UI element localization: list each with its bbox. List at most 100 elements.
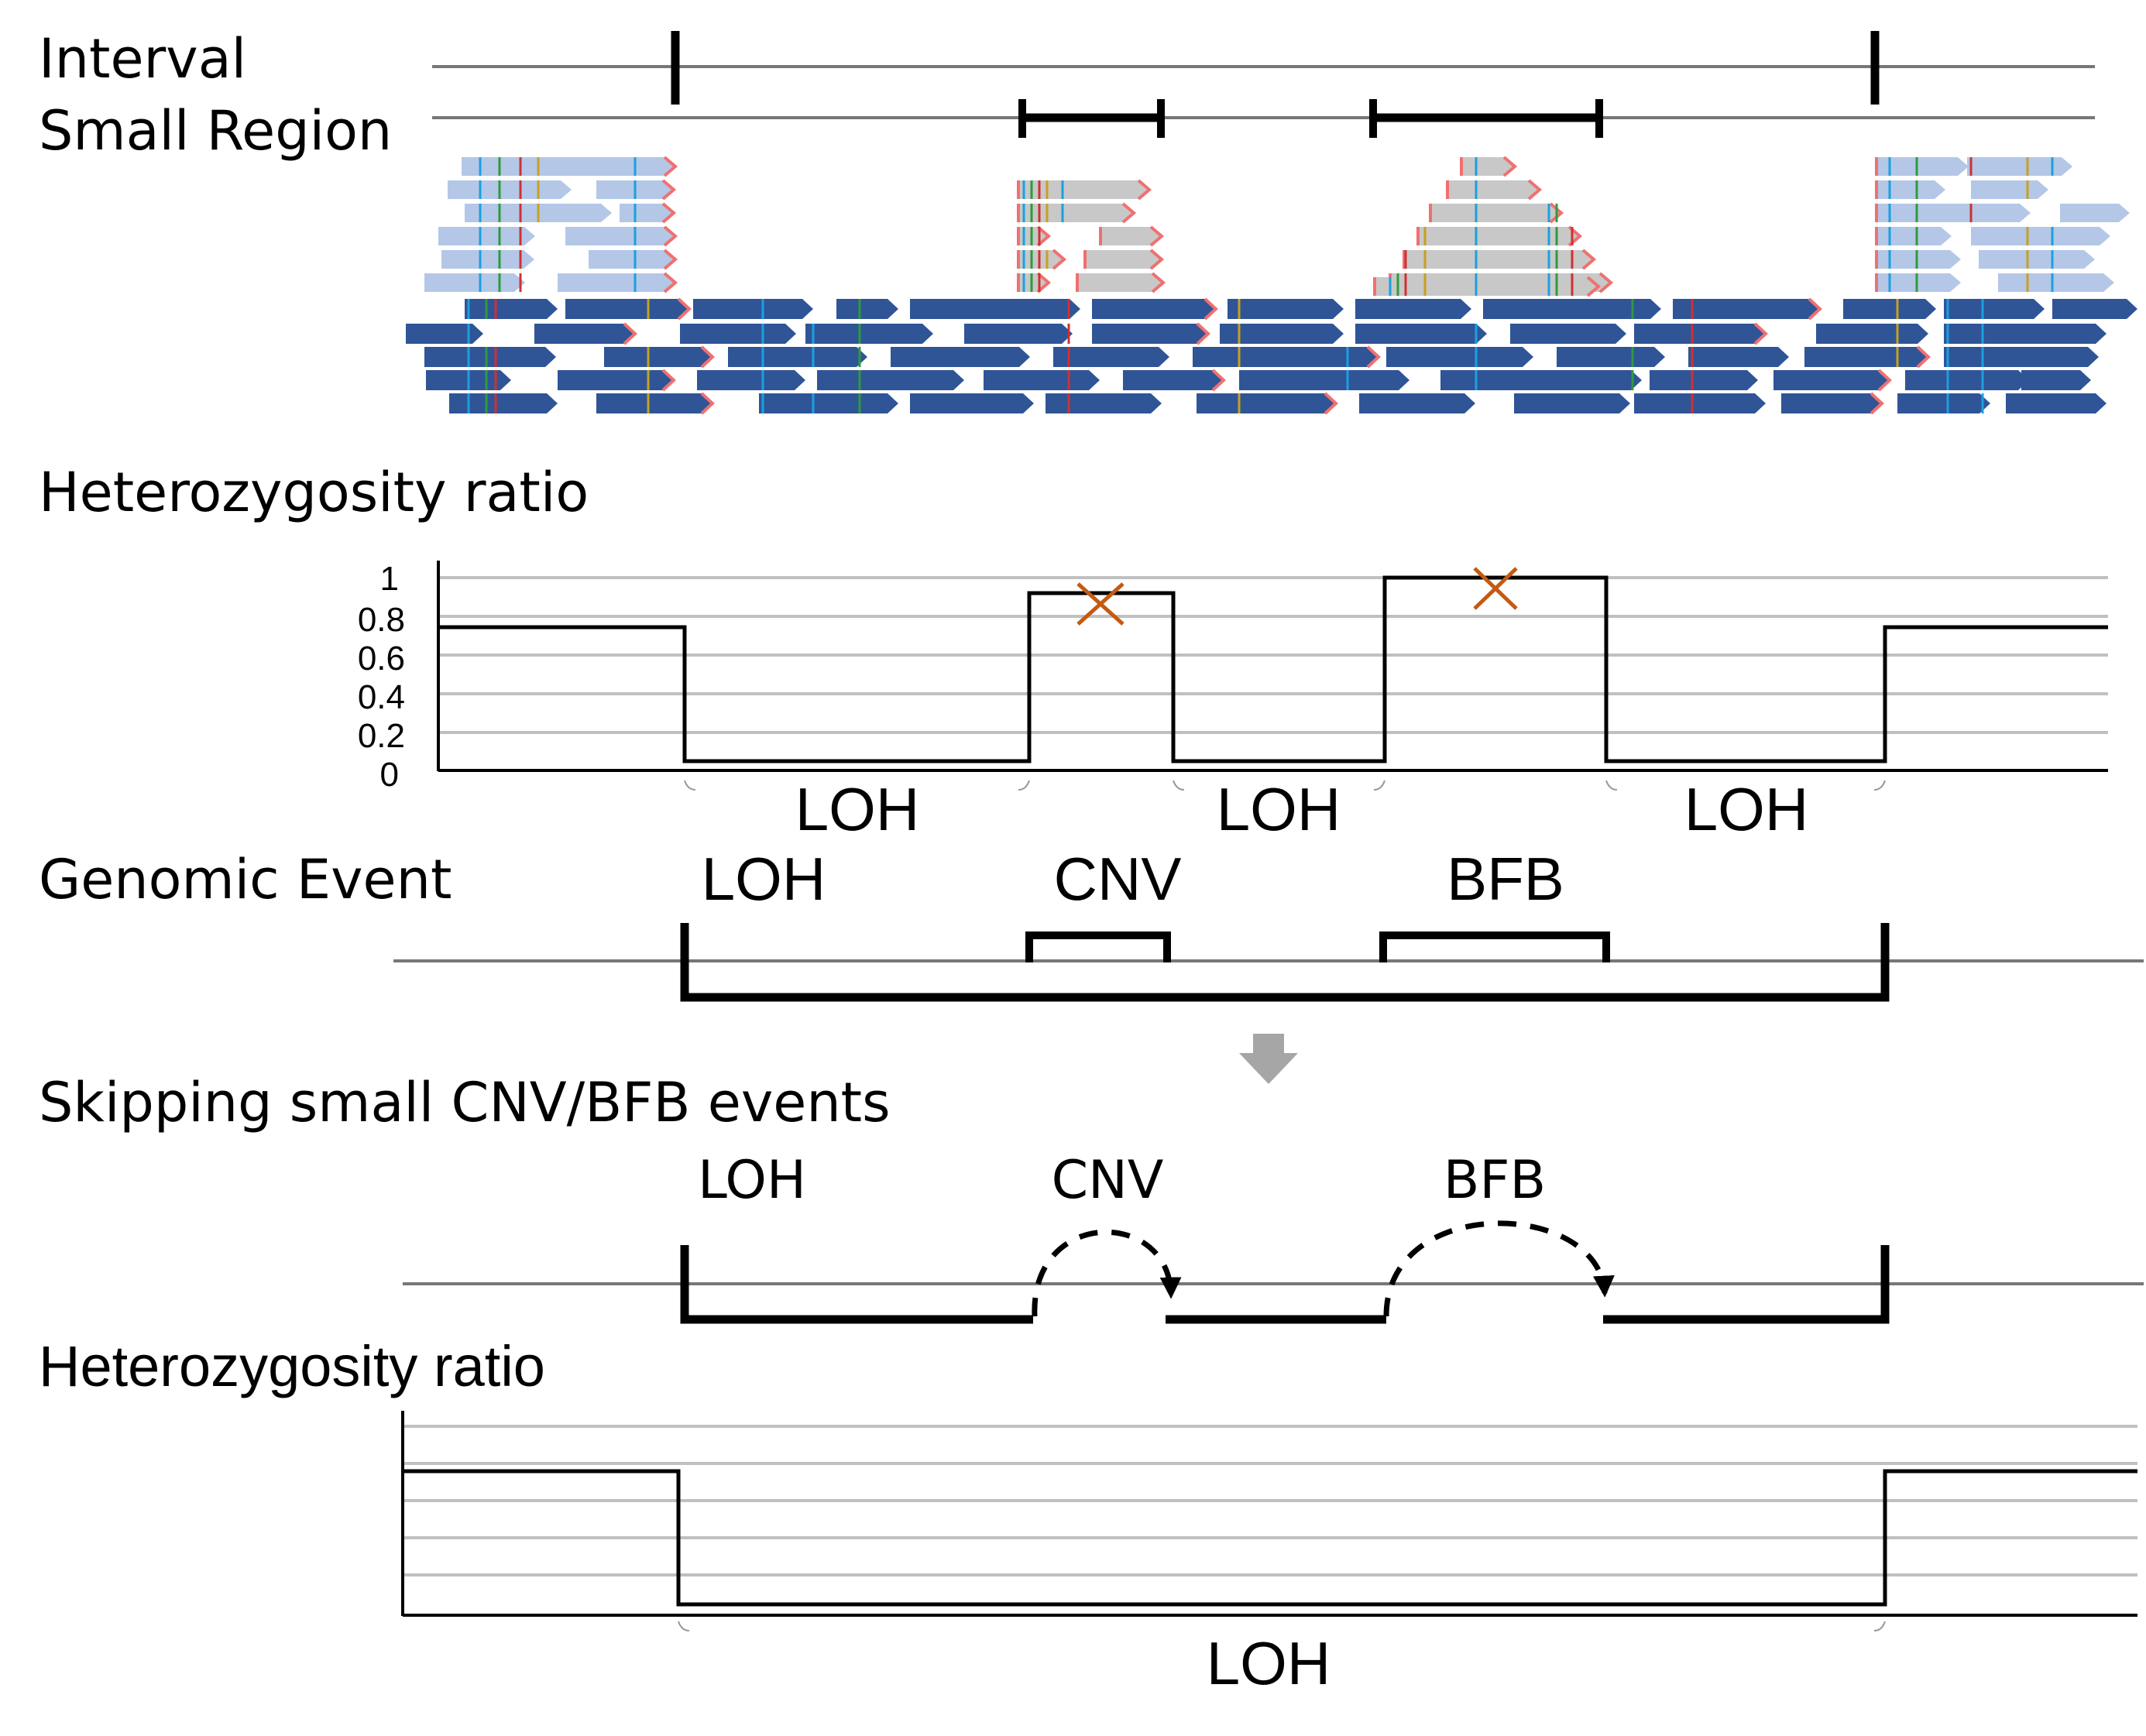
read (534, 324, 635, 344)
read (558, 273, 675, 292)
read (1483, 299, 1661, 319)
read (596, 393, 712, 413)
het-ratio-line-1 (438, 575, 2108, 763)
read (589, 250, 675, 269)
read (1876, 273, 1961, 292)
read (1374, 277, 1598, 296)
read (406, 324, 483, 344)
read (2021, 370, 2091, 390)
read (424, 273, 525, 292)
read (1018, 273, 1049, 292)
read (1781, 393, 1882, 413)
read (1944, 324, 2107, 344)
bfb-skip-label: BFB (1444, 1150, 1546, 1211)
read (817, 370, 964, 390)
soft-clip (623, 322, 637, 345)
loh-braces-2 (678, 1621, 1886, 1631)
cnv-event-bracket (1025, 931, 1171, 962)
read (1197, 393, 1336, 413)
small-region-label: Small Region (39, 99, 392, 163)
read (984, 370, 1100, 390)
read (836, 299, 898, 319)
read (1876, 227, 1952, 245)
read (1876, 250, 1961, 269)
loh-event-label: LOH (702, 845, 826, 913)
read (964, 324, 1073, 344)
read (1673, 299, 1820, 319)
soft-clip (1151, 272, 1166, 293)
read (1092, 324, 1208, 344)
y-tick-label: 0.4 (358, 678, 405, 716)
cnv-skip-arc (1032, 1229, 1182, 1317)
read (1557, 347, 1665, 367)
read (1944, 347, 2099, 367)
loh-skip-segment (1603, 1245, 1890, 1324)
read (1971, 227, 2110, 245)
read (620, 204, 674, 222)
loh-skip-label: LOH (698, 1150, 806, 1211)
read (441, 250, 534, 269)
soft-clip (700, 392, 715, 415)
read (1897, 393, 1990, 413)
genomic-event-label: Genomic Event (39, 848, 452, 911)
soft-clip (663, 156, 678, 177)
soft-clip (1121, 202, 1137, 224)
read (1843, 299, 1936, 319)
soft-clip (700, 345, 715, 369)
soft-clip (1036, 225, 1052, 247)
skipping-label: Skipping small CNV/BFB events (39, 1071, 891, 1134)
het-chart-1-grid (438, 576, 2108, 734)
genomic-event-diagram: LOH CNV BFB (393, 845, 2144, 1002)
read (891, 347, 1030, 367)
y-tick-label: 0.8 (358, 601, 405, 639)
read (449, 393, 558, 413)
read-pileup (406, 156, 2137, 415)
read (759, 393, 898, 413)
read (1053, 347, 1169, 367)
soft-clip (1149, 225, 1165, 247)
read (1510, 324, 1626, 344)
read (1359, 393, 1475, 413)
het-chart-1: 1 0.8 0.6 0.4 0.2 0 LOH LOH LOH (358, 560, 2108, 843)
interval-track (432, 31, 2095, 105)
soft-clip (1586, 276, 1602, 297)
read (2052, 299, 2137, 319)
read (1018, 204, 1134, 222)
soft-clip (1366, 345, 1381, 369)
soft-clip (1052, 249, 1067, 270)
soft-clip (1753, 322, 1768, 345)
read (462, 157, 675, 176)
bfb-marker-x (1473, 567, 1518, 610)
cnv-skip-label: CNV (1052, 1150, 1164, 1211)
read (1100, 227, 1162, 245)
soft-clip (1203, 297, 1218, 321)
soft-clip (1527, 179, 1543, 201)
read (1650, 370, 1758, 390)
loh-segment-label: LOH (1684, 775, 1808, 843)
read (697, 370, 805, 390)
read (1239, 370, 1409, 390)
het-ratio-line-2 (403, 1469, 2137, 1607)
down-arrow-icon (1239, 1034, 1298, 1084)
read (680, 324, 796, 344)
read (693, 299, 813, 319)
read (424, 347, 556, 367)
read (565, 299, 689, 319)
small-region-track (432, 99, 2095, 138)
soft-clip (663, 225, 678, 247)
read (1967, 157, 2072, 176)
y-tick-label: 0.6 (358, 640, 405, 678)
read (448, 180, 572, 199)
soft-clip (1196, 322, 1210, 345)
heterozygosity-label-1: Heterozygosity ratio (39, 461, 589, 524)
read (465, 299, 558, 319)
bfb-event-bracket (1379, 931, 1610, 962)
soft-clip (661, 202, 677, 224)
read (910, 299, 1080, 319)
read (1417, 227, 1580, 245)
read (1220, 324, 1344, 344)
soft-clip (677, 297, 692, 321)
read (558, 370, 674, 390)
loh-event-bracket (680, 923, 1890, 1002)
read (1876, 180, 1945, 199)
